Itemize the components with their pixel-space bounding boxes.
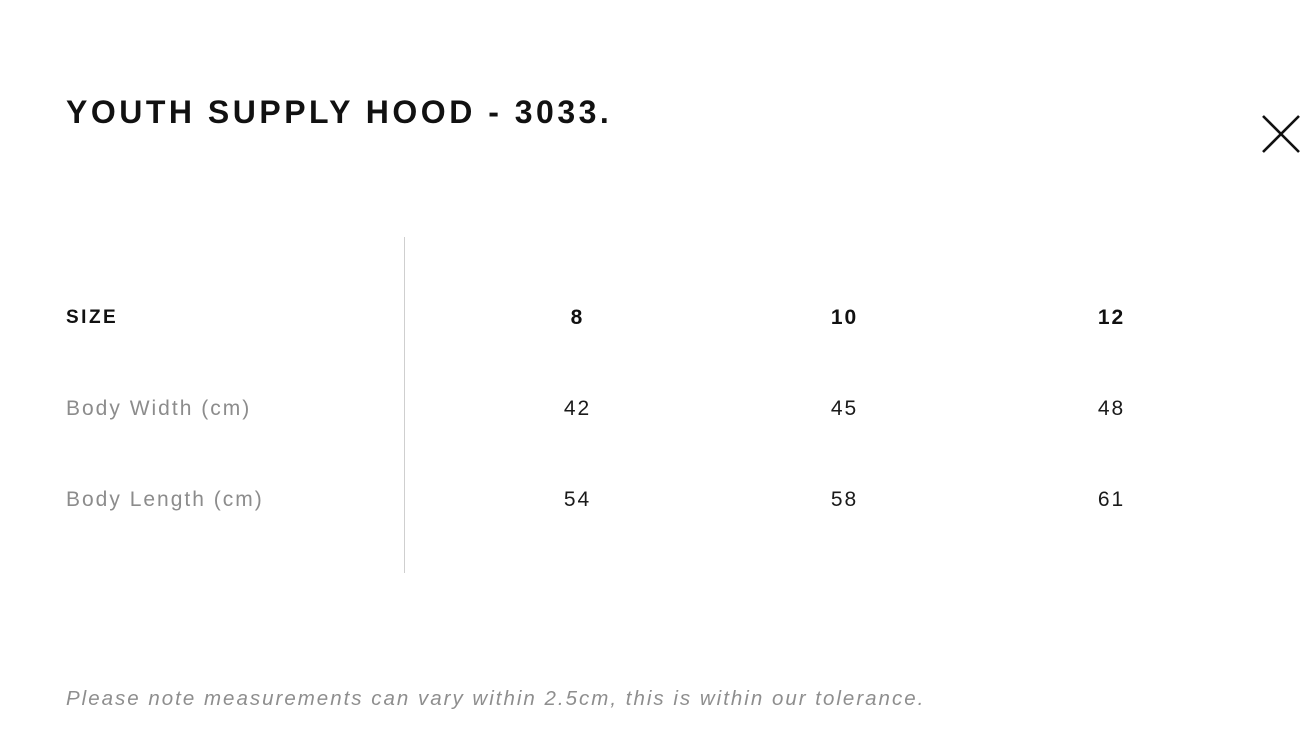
body-length-size-12: 61 — [1097, 487, 1126, 511]
page-title: YOUTH SUPPLY HOOD - 3033. — [66, 94, 613, 130]
size-header-10: 10 — [830, 305, 859, 329]
size-header-label: SIZE — [66, 306, 119, 328]
close-icon — [1261, 114, 1301, 154]
row-label-body-length: Body Length (cm) — [66, 487, 264, 511]
body-length-size-8: 54 — [563, 487, 592, 511]
table-row: Body Length (cm) 54 58 61 — [66, 454, 1246, 545]
table-row: Body Width (cm) 42 45 48 — [66, 363, 1246, 454]
body-width-size-12: 48 — [1097, 396, 1126, 420]
table-header-row: SIZE 8 10 12 — [66, 272, 1246, 363]
size-header-12: 12 — [1097, 305, 1126, 329]
close-button[interactable] — [1257, 110, 1305, 158]
column-divider — [404, 237, 405, 573]
size-header-8: 8 — [570, 305, 585, 329]
tolerance-note: Please note measurements can vary within… — [66, 687, 926, 710]
row-label-body-width: Body Width (cm) — [66, 396, 252, 420]
size-guide-modal: YOUTH SUPPLY HOOD - 3033. SIZE 8 10 12 B… — [0, 93, 1312, 736]
size-chart-table: SIZE 8 10 12 Body Width (cm) 42 45 48 Bo… — [66, 237, 1246, 573]
modal-content: YOUTH SUPPLY HOOD - 3033. SIZE 8 10 12 B… — [0, 93, 1312, 712]
body-length-size-10: 58 — [830, 487, 859, 511]
body-width-size-10: 45 — [830, 396, 859, 420]
body-width-size-8: 42 — [563, 396, 592, 420]
